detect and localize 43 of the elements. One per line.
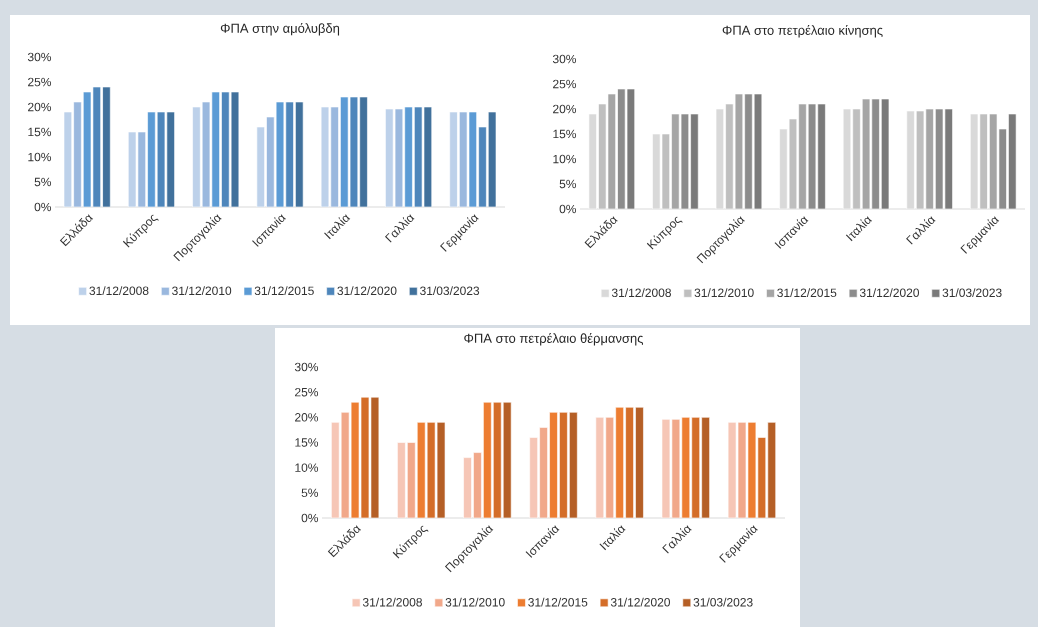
bar — [871, 98, 880, 209]
legend-label: 31/12/2020 — [337, 286, 397, 295]
y-tick-label: 20% — [28, 102, 52, 112]
y-tick-label: 20% — [295, 413, 319, 422]
y-tick-label: 0% — [301, 513, 319, 523]
legend-label: 31/12/2020 — [859, 288, 920, 297]
y-tick-label: 5% — [34, 177, 52, 187]
legend-label: 31/03/2023 — [942, 288, 1002, 297]
y-tick-label: 0% — [559, 204, 577, 214]
chart-title: ΦΠΑ στο πετρέλαιο θέρμανσης — [464, 332, 644, 346]
legend-label: 31/12/2020 — [610, 597, 671, 607]
legend-label: 31/12/2015 — [254, 286, 314, 295]
y-tick-label: 20% — [553, 104, 577, 114]
y-tick-label: 10% — [28, 152, 52, 162]
y-tick-label: 5% — [559, 179, 577, 189]
bar — [725, 103, 734, 209]
legend-label: 31/12/2008 — [89, 286, 149, 295]
bar — [744, 93, 753, 209]
y-tick-label: 30% — [27, 52, 52, 62]
chart-title: ΦΠΑ στην αμόλυβδη — [220, 22, 340, 36]
legend-label: 31/12/2015 — [777, 288, 837, 297]
y-tick-label: 15% — [28, 127, 52, 137]
y-tick-label: 0% — [34, 202, 52, 212]
legend-label: 31/03/2023 — [693, 597, 753, 607]
legend-label: 31/12/2010 — [694, 288, 754, 297]
y-tick-label: 15% — [553, 129, 577, 139]
y-tick-label: 10% — [295, 463, 319, 472]
y-tick-label: 25% — [28, 77, 52, 87]
chart-title: ΦΠΑ στο πετρέλαιο κίνησης — [722, 24, 883, 38]
legend-label: 31/12/2010 — [172, 286, 232, 295]
y-tick-label: 10% — [553, 154, 577, 164]
legend-label: 31/12/2015 — [528, 597, 588, 607]
y-tick-label: 30% — [552, 54, 577, 64]
legend-label: 31/12/2010 — [445, 597, 505, 607]
y-tick-label: 25% — [295, 387, 319, 397]
y-tick-label: 30% — [294, 362, 319, 372]
legend-label: 31/03/2023 — [420, 286, 480, 295]
y-tick-label: 25% — [553, 79, 577, 89]
y-tick-label: 15% — [295, 438, 319, 447]
legend-label: 31/12/2008 — [362, 597, 422, 607]
legend-label: 31/12/2008 — [611, 288, 671, 297]
y-tick-label: 5% — [301, 488, 319, 498]
bar — [852, 108, 861, 209]
